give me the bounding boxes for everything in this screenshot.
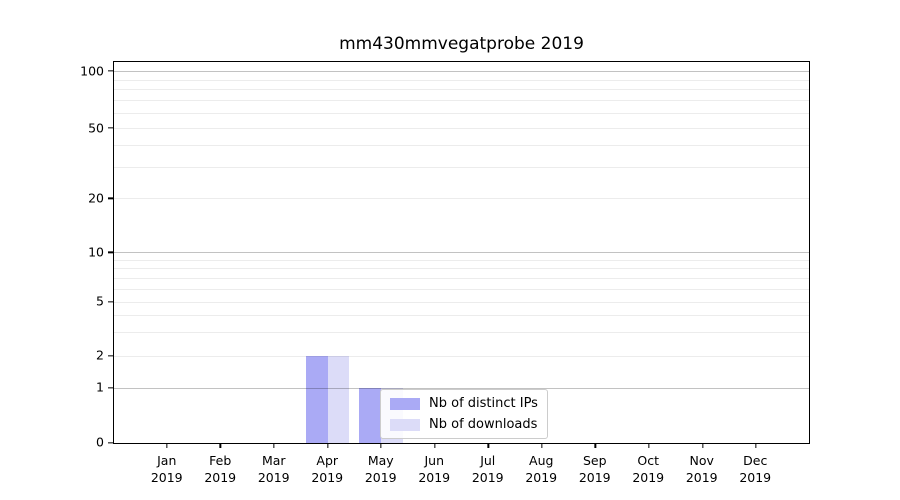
x-tick-label: Dec 2019 xyxy=(724,452,786,486)
y-tick-0 xyxy=(107,442,113,444)
x-tick-month: Aug xyxy=(529,453,554,468)
gridline-y-60 xyxy=(114,112,809,114)
gridline-y-5 xyxy=(114,301,809,303)
y-tick-label: 50 xyxy=(88,120,104,136)
x-tick-year: 2019 xyxy=(525,470,558,485)
x-tick-jun xyxy=(434,443,436,448)
legend-item: Nb of downloads xyxy=(390,417,538,432)
x-tick-label: Sep 2019 xyxy=(564,452,626,486)
x-tick-label: Jul 2019 xyxy=(457,452,519,486)
y-tick-20 xyxy=(107,197,113,200)
x-tick-year: 2019 xyxy=(257,470,290,485)
x-tick-may xyxy=(380,443,382,448)
legend-item-label: Nb of distinct IPs xyxy=(429,396,538,411)
y-tick-label: 2 xyxy=(96,347,104,363)
x-tick-label: Mar 2019 xyxy=(243,452,305,486)
legend-item-label: Nb of downloads xyxy=(429,417,538,432)
bar-may-series1 xyxy=(359,387,382,443)
y-tick-100 xyxy=(107,70,113,72)
gridline-y-90 xyxy=(114,79,809,81)
x-tick-nov xyxy=(701,443,704,448)
x-tick-month: Oct xyxy=(637,453,660,468)
gridline-y-9 xyxy=(114,259,809,261)
y-tick-label: 100 xyxy=(80,63,104,79)
y-tick-label: 10 xyxy=(88,244,104,260)
x-tick-year: 2019 xyxy=(578,470,611,485)
gridline-y-6 xyxy=(114,288,809,290)
y-tick-label: 20 xyxy=(88,190,104,206)
x-tick-month: Sep xyxy=(582,453,607,468)
gridline-y-7 xyxy=(114,277,809,279)
gridline-y-20 xyxy=(114,198,809,200)
x-tick-year: 2019 xyxy=(364,470,397,485)
x-tick-year: 2019 xyxy=(311,470,344,485)
x-tick-feb xyxy=(219,443,222,448)
bar-apr-series1 xyxy=(305,355,328,443)
x-tick-month: Nov xyxy=(689,453,714,468)
x-tick-sep xyxy=(594,443,597,448)
gridline-y-1 xyxy=(114,387,809,389)
gridline-y-8 xyxy=(114,268,809,270)
gridline-y-70 xyxy=(114,100,809,102)
x-tick-month: Feb xyxy=(209,453,232,468)
y-tick-5 xyxy=(107,300,113,303)
y-tick-2 xyxy=(107,355,113,357)
x-tick-year: 2019 xyxy=(685,470,718,485)
x-tick-month: Jul xyxy=(480,453,496,468)
y-tick-label: 0 xyxy=(96,434,104,450)
x-tick-oct xyxy=(648,443,650,448)
gridline-y-10 xyxy=(114,252,809,254)
x-tick-month: Jan xyxy=(157,453,177,468)
legend-item: Nb of distinct IPs xyxy=(390,396,538,411)
legend-swatch-series1 xyxy=(390,397,420,410)
x-tick-jan xyxy=(166,443,168,448)
x-tick-year: 2019 xyxy=(739,470,772,485)
y-tick-50 xyxy=(107,127,113,129)
gridline-y-30 xyxy=(114,167,809,169)
gridline-y-100 xyxy=(114,70,809,72)
x-tick-dec xyxy=(755,443,757,448)
legend-swatch-series2 xyxy=(390,418,420,431)
gridline-y-3 xyxy=(114,331,809,333)
x-tick-label: Aug 2019 xyxy=(510,452,572,486)
x-tick-month: Dec xyxy=(743,453,768,468)
x-tick-label: Feb 2019 xyxy=(189,452,251,486)
x-tick-year: 2019 xyxy=(204,470,237,485)
x-tick-year: 2019 xyxy=(150,470,183,485)
y-tick-1 xyxy=(107,387,113,389)
x-tick-aug xyxy=(541,443,543,448)
x-tick-label: Jun 2019 xyxy=(403,452,465,486)
x-tick-label: May 2019 xyxy=(350,452,412,486)
x-tick-label: Oct 2019 xyxy=(617,452,679,486)
chart-title: mm430mmvegatprobe 2019 xyxy=(339,34,584,54)
x-tick-year: 2019 xyxy=(418,470,451,485)
gridline-y-2 xyxy=(114,355,809,357)
y-tick-10 xyxy=(107,251,113,253)
gridline-y-40 xyxy=(114,144,809,146)
y-tick-label: 1 xyxy=(96,379,104,395)
x-tick-year: 2019 xyxy=(632,470,665,485)
x-tick-month: May xyxy=(367,453,394,468)
x-tick-month: Apr xyxy=(316,453,339,468)
plot-area: Nb of distinct IPs Nb of downloads xyxy=(107,61,810,448)
x-tick-jul xyxy=(487,443,489,448)
x-tick-apr xyxy=(326,443,329,448)
gridline-y-80 xyxy=(114,89,809,91)
x-tick-label: Jan 2019 xyxy=(136,452,198,486)
x-tick-label: Apr 2019 xyxy=(296,452,358,486)
y-tick-label: 5 xyxy=(96,293,104,309)
legend: Nb of distinct IPs Nb of downloads xyxy=(380,389,548,439)
x-tick-month: Jun xyxy=(424,453,444,468)
gridline-y-4 xyxy=(114,314,809,316)
gridline-y-50 xyxy=(114,127,809,129)
x-tick-month: Mar xyxy=(261,453,286,468)
x-tick-mar xyxy=(273,443,275,448)
x-tick-year: 2019 xyxy=(471,470,504,485)
bar-apr-series2 xyxy=(327,355,350,443)
x-tick-label: Nov 2019 xyxy=(671,452,733,486)
